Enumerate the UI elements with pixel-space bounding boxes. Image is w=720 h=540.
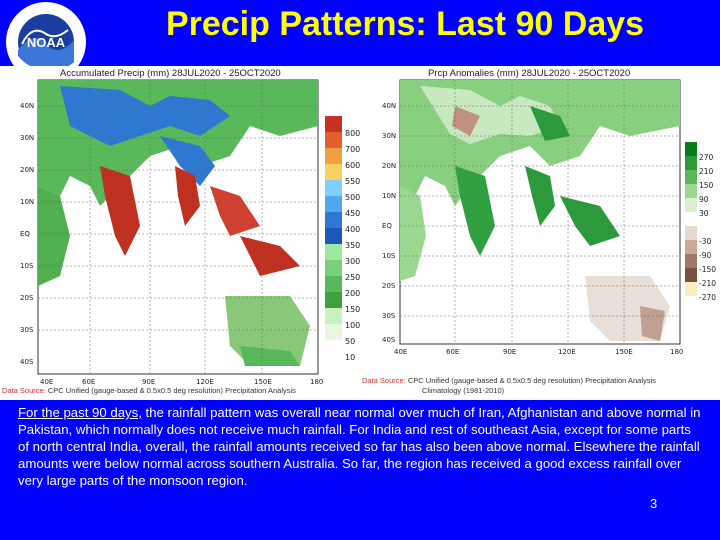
left-lat-label: 30S [20,326,34,334]
left-lat-label: 40N [20,102,34,110]
right-lon-label: 180 [670,348,683,356]
left-legend-label: 400 [345,225,360,234]
left-legend-label: 250 [345,273,360,282]
left-legend-label: 50 [345,337,355,346]
right-legend-label: 150 [699,181,714,190]
left-legend-label: 300 [345,257,360,266]
noaa-logo-text: NOAA [27,35,66,50]
right-lat-label: EQ [382,222,392,230]
left-legend-label: 150 [345,305,360,314]
right-legend-label: -210 [699,279,716,288]
left-legend-label: 700 [345,145,360,154]
right-lat-label: 10N [382,192,396,200]
left-lat-label: 20N [20,166,34,174]
description-text: For the past 90 days, the rainfall patte… [18,404,702,524]
left-legend-label: 200 [345,289,360,298]
right-legend-label: -150 [699,265,716,274]
left-legend-label: 450 [345,209,360,218]
right-source-text: CPC Unified (gauge-based & 0.5x0.5 deg r… [407,376,656,385]
left-lon-label: 120E [196,378,214,386]
left-lat-label: EQ [20,230,30,238]
right-climatology: Climatology (1981-2010) [422,386,505,395]
left-lat-label: 40S [20,358,34,366]
left-lon-label: 90E [142,378,155,386]
left-lon-label: 180 [310,378,323,386]
left-lat-label: 10N [20,198,34,206]
noaa-logo: NOAA [0,0,92,84]
right-legend-label: 210 [699,167,714,176]
left-legend-label: 500 [345,193,360,202]
right-data-source: Data Source: CPC Unified (gauge-based & … [362,376,656,385]
left-legend-label: 350 [345,241,360,250]
page-title: Precip Patterns: Last 90 Days [165,5,645,43]
left-lat-label: 20S [20,294,34,302]
left-legend-label: 10 [345,353,355,362]
right-lat-label: 40N [382,102,396,110]
left-lon-label: 150E [254,378,272,386]
right-axis-labels: 40E 60E 90E 120E 150E 180 40N 30N 20N 10… [382,102,683,356]
right-lon-label: 120E [558,348,576,356]
right-lon-label: 90E [503,348,516,356]
left-lon-label: 60E [82,378,95,386]
right-lat-label: 30N [382,132,396,140]
right-legend-label: 30 [699,209,709,218]
right-legend: 270 210 150 90 30 -30 -90 -150 -210 -270 [685,142,716,302]
left-lon-label: 40E [40,378,53,386]
left-source-text: CPC Unified (gauge-based & 0.5x0.5 deg r… [47,386,296,395]
right-lat-label: 20N [382,162,396,170]
right-lon-label: 40E [394,348,407,356]
left-map-graphic: 800 700 600 550 500 450 400 350 300 250 … [20,79,360,386]
right-lat-label: 30S [382,312,396,320]
left-legend: 800 700 600 550 500 450 400 350 300 250 … [325,116,360,362]
accumulated-precip-map: Accumulated Precip (mm) 28JUL2020 - 25OC… [0,66,360,400]
left-axis-labels: 40E 60E 90E 120E 150E 180 40N 30N 20N 10… [20,102,323,386]
page-number: 3 [650,496,658,511]
left-legend-label: 550 [345,177,360,186]
right-source-label: Data Source: [362,376,406,385]
right-lon-label: 60E [446,348,459,356]
noaa-logo-icon: NOAA [6,2,86,82]
description-body: the rainfall pattern was overall near no… [18,405,701,488]
right-map-title: Prcp Anomalies (mm) 28JUL2020 - 25OCT202… [428,68,631,79]
right-lon-label: 150E [615,348,633,356]
left-legend-label: 600 [345,161,360,170]
right-lat-label: 20S [382,282,396,290]
right-legend-label: -30 [699,237,711,246]
left-data-source: Data Source: CPC Unified (gauge-based & … [2,386,296,395]
left-lat-label: 10S [20,262,34,270]
right-legend-label: 90 [699,195,709,204]
left-legend-label: 800 [345,129,360,138]
left-map-title: Accumulated Precip (mm) 28JUL2020 - 25OC… [60,68,281,79]
right-legend-label: 270 [699,153,714,162]
right-map-graphic: 270 210 150 90 30 -30 -90 -150 -210 -270… [382,79,716,356]
right-lat-label: 10S [382,252,396,260]
left-lat-label: 30N [20,134,34,142]
left-legend-label: 100 [345,321,360,330]
right-lat-label: 40S [382,336,396,344]
right-legend-label: -90 [699,251,711,260]
left-source-label: Data Source: [2,386,46,395]
description-lead: For the past 90 days, [18,405,142,420]
right-legend-label: -270 [699,293,716,302]
precip-anomaly-map: Prcp Anomalies (mm) 28JUL2020 - 25OCT202… [360,66,720,400]
